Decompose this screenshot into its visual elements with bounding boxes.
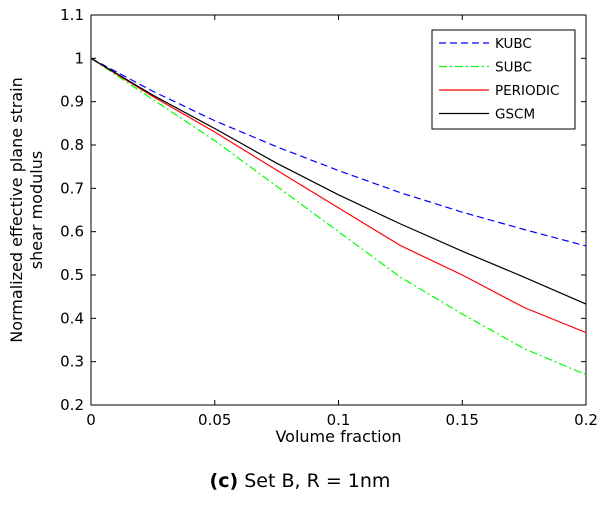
series-line-subc bbox=[90, 57, 587, 376]
figure-caption: (c) Set B, R = 1nm bbox=[0, 470, 600, 492]
series-line-periodic bbox=[90, 57, 587, 334]
x-tick-label: 0 bbox=[86, 411, 96, 429]
y-tick-label: 0.2 bbox=[60, 396, 84, 414]
x-tick-label: 0.1 bbox=[327, 411, 351, 429]
legend-label-periodic: PERIODIC bbox=[495, 83, 559, 99]
caption-text: Set B, R = 1nm bbox=[244, 470, 391, 492]
x-tick-label: 0.15 bbox=[446, 411, 479, 429]
series-line-kubc bbox=[90, 57, 587, 247]
y-tick-label: 0.7 bbox=[60, 179, 84, 197]
x-tick-label: 0.05 bbox=[198, 411, 231, 429]
line-chart: 0 0.05 0.1 0.15 0.2 0.2 0.3 0.4 0.5 0.6 0.7 0.8 0.9 1… bbox=[7, 6, 598, 446]
y-axis-label-line2: shear modulus bbox=[27, 151, 46, 269]
y-tick-label: 0.8 bbox=[60, 136, 84, 154]
legend-label-kubc: KUBC bbox=[495, 36, 532, 52]
legend-label-subc: SUBC bbox=[495, 60, 532, 76]
y-tick-label: 1.1 bbox=[60, 6, 84, 24]
y-tick-label: 1 bbox=[74, 49, 84, 67]
legend-box bbox=[431, 29, 576, 130]
y-axis-label-line1: Normalized effective plane strain bbox=[7, 77, 26, 343]
y-tick-label: 0.4 bbox=[60, 309, 84, 327]
legend-label-gscm: GSCM bbox=[495, 107, 535, 123]
caption-tag: (c) bbox=[209, 470, 239, 492]
y-tick-label: 0.9 bbox=[60, 93, 84, 111]
y-tick-label: 0.3 bbox=[60, 353, 84, 371]
x-axis-label: Volume fraction bbox=[275, 427, 401, 446]
y-tick-label: 0.5 bbox=[60, 266, 84, 284]
x-tick-label: 0.2 bbox=[574, 411, 598, 429]
y-tick-label: 0.6 bbox=[60, 223, 84, 241]
series-line-gscm bbox=[90, 57, 587, 305]
